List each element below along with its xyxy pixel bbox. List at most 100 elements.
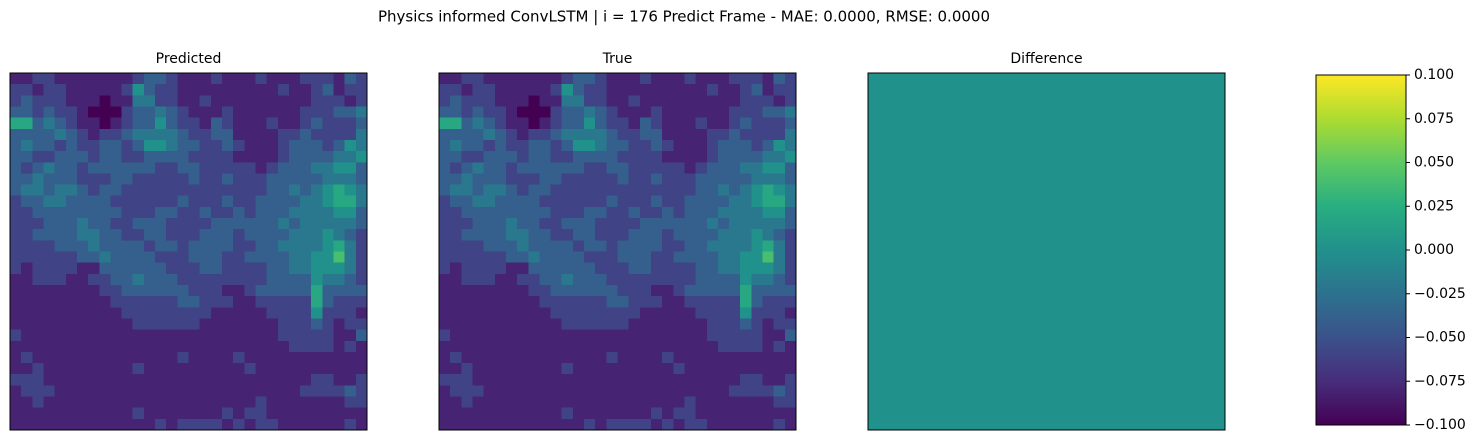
cell [266,73,279,85]
cell [517,206,529,219]
cell [550,340,563,353]
cell [517,128,529,141]
cell [628,284,641,297]
cell [706,218,719,230]
cell [255,151,268,163]
cell [21,396,33,409]
cell [300,206,312,219]
cell [1202,385,1215,398]
cell [277,240,290,252]
cell [946,151,958,163]
cell [595,418,607,431]
cell [695,117,708,130]
cell [300,229,312,241]
cell [1124,396,1137,409]
cell [76,184,89,197]
cell [88,173,100,186]
cell [300,396,312,409]
cell [439,284,451,297]
cell [946,262,958,275]
cell [166,351,178,364]
cell [177,84,189,96]
cell [88,296,100,308]
cell [979,128,992,141]
cell [1124,229,1137,241]
cell [595,296,607,308]
cell [1035,162,1047,174]
cell [1113,162,1126,174]
cell [1057,84,1070,96]
cell [934,318,947,331]
cell [177,418,189,431]
cell [88,128,100,141]
cell [1146,240,1159,252]
cell [210,340,223,353]
cell [706,396,719,409]
cell [255,173,268,186]
cell [266,173,279,186]
cell [595,151,607,163]
cell [979,374,992,386]
cell [517,296,529,308]
cell [561,128,574,141]
cell [439,117,451,130]
cell [483,229,496,241]
cell [1158,229,1170,241]
cell [1079,251,1092,264]
cell [901,329,914,342]
colorbar-tick-label: −0.100 [1414,417,1466,433]
cell [1158,318,1170,331]
cell [199,184,212,197]
cell [1169,418,1181,431]
cell [1035,273,1047,286]
cell [1113,206,1126,219]
cell [54,296,67,308]
cell [901,173,914,186]
cell [617,273,630,286]
cell [539,218,552,230]
cell [717,206,730,219]
cell [1035,240,1047,252]
cell [54,251,67,264]
cell [673,139,685,152]
cell [584,284,596,297]
cell [673,218,685,230]
cell [662,262,674,275]
cell [1169,84,1181,96]
cell [99,73,111,85]
cell [1135,296,1148,308]
cell [244,117,256,130]
cell [1202,351,1215,364]
cell [751,162,764,174]
cell [333,151,346,163]
cell [65,218,78,230]
cell [539,106,552,119]
cell [695,240,708,252]
cell [266,296,279,308]
cell [595,162,607,174]
cell [539,273,552,286]
cell [684,340,697,353]
cell [439,139,451,152]
cell [1124,184,1137,197]
cell [99,340,111,353]
cell [121,284,134,297]
cell [505,73,518,85]
cell [505,329,518,342]
cell [199,340,212,353]
cell [1213,173,1226,186]
cell [923,407,936,420]
cell [561,284,574,297]
cell [1169,173,1181,186]
cell [606,351,618,364]
cell [528,251,540,264]
cell [1202,318,1215,331]
cell [65,351,78,364]
cell [528,351,540,364]
cell [450,218,462,230]
cell [10,396,22,409]
cell [628,374,641,386]
cell [528,218,540,230]
cell [762,117,775,130]
cell [177,407,189,420]
